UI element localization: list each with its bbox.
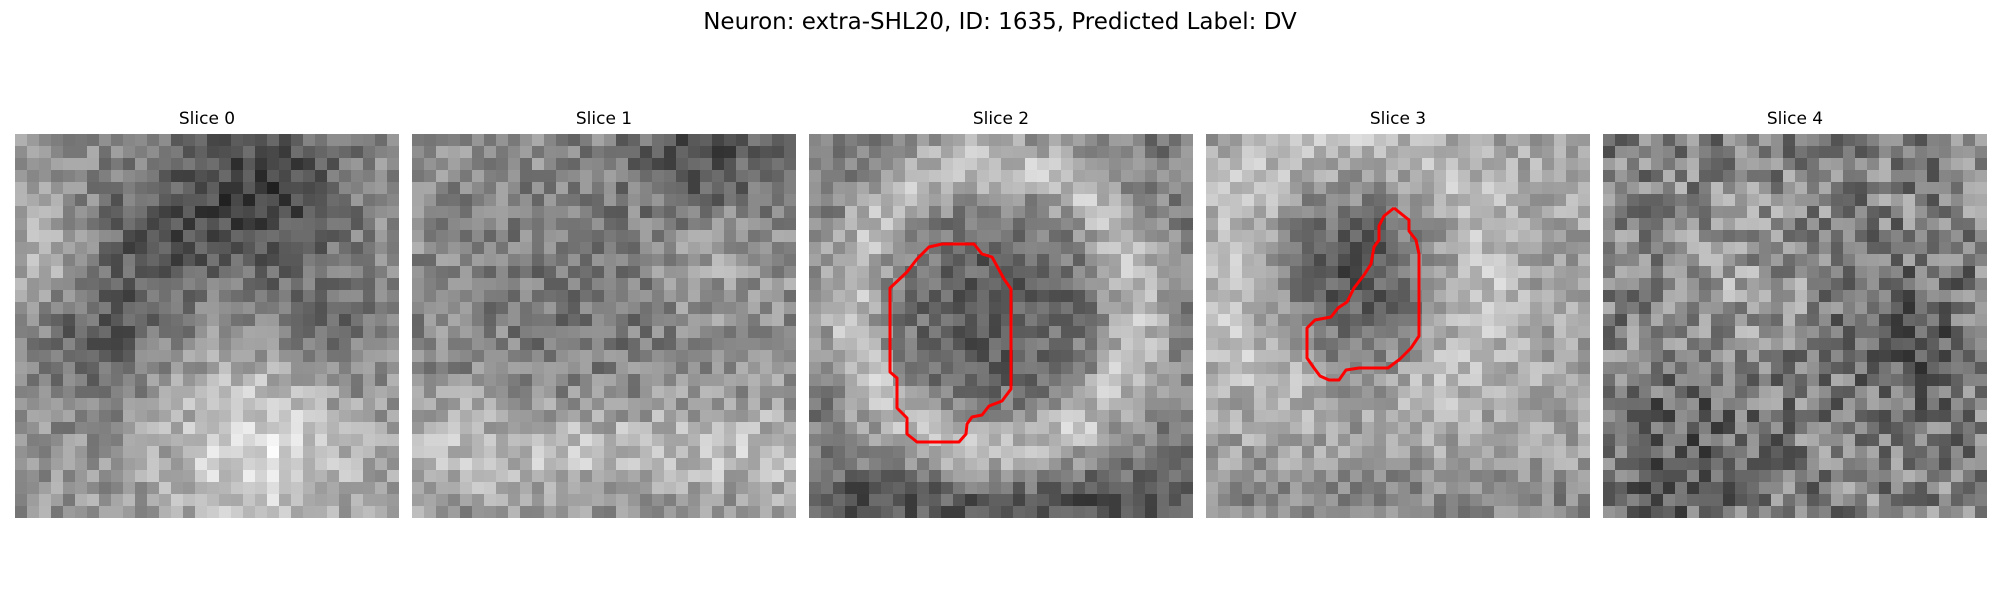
slice-0-title: Slice 0 bbox=[178, 109, 236, 129]
figure-title: Neuron: extra-SHL20, ID: 1635, Predicted… bbox=[703, 9, 1297, 35]
slice-1-canvas bbox=[412, 134, 796, 518]
slice-2-image bbox=[809, 134, 1193, 518]
slice-4-title: Slice 4 bbox=[1766, 109, 1824, 129]
slice-1-pixel-grid bbox=[412, 134, 796, 518]
slice-3-pixel-grid bbox=[1206, 134, 1590, 518]
slice-3-title: Slice 3 bbox=[1369, 109, 1427, 129]
slice-0-pixel-grid bbox=[15, 134, 399, 518]
slice-3-contour bbox=[1305, 206, 1421, 382]
slice-3-image bbox=[1206, 134, 1590, 518]
slice-0-image bbox=[15, 134, 399, 518]
slice-2-canvas bbox=[809, 134, 1193, 518]
slice-1-title: Slice 1 bbox=[575, 109, 633, 129]
slice-4-image bbox=[1603, 134, 1987, 518]
slice-4-pixel-grid bbox=[1603, 134, 1987, 518]
slice-2-contour bbox=[888, 242, 1013, 444]
slice-3-canvas bbox=[1206, 134, 1590, 518]
slice-2-pixel-grid bbox=[809, 134, 1193, 518]
slice-1-image bbox=[412, 134, 796, 518]
slice-0-canvas bbox=[15, 134, 399, 518]
slice-4-canvas bbox=[1603, 134, 1987, 518]
slice-2-title: Slice 2 bbox=[972, 109, 1030, 129]
